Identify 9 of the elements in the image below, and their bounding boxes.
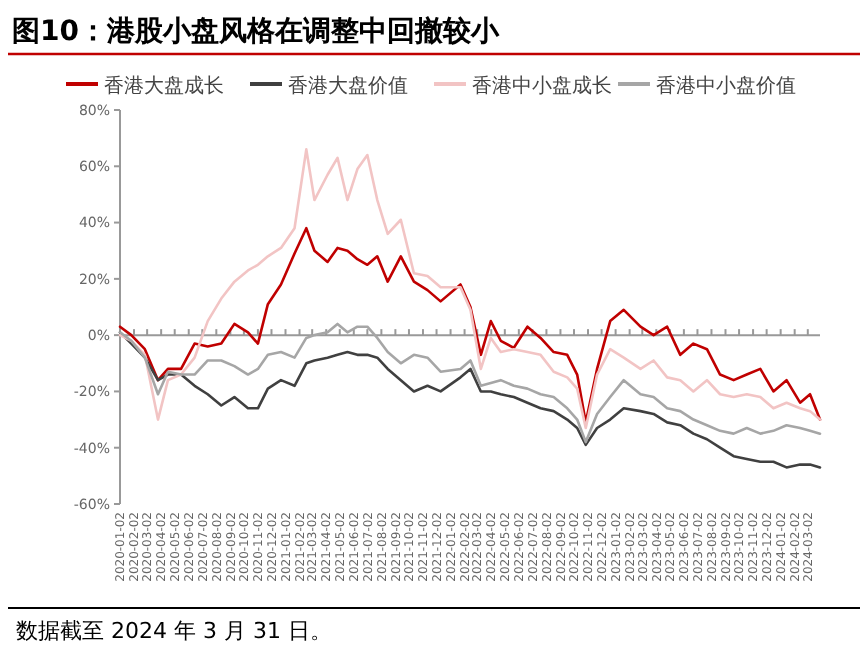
legend-label: 香港大盘价值 [288,74,408,98]
line-series [118,226,822,424]
line-series [118,148,822,430]
legend-label: 香港大盘成长 [104,74,224,98]
legend-label: 香港中小盘成长 [472,74,612,98]
legend-label: 香港中小盘价值 [656,74,796,98]
chart-title: 图10：港股小盘风格在调整中回撤较小 [12,16,501,48]
line-series [118,322,822,444]
text: 数据截至 2024 年 3 月 31 日。 [16,618,332,644]
